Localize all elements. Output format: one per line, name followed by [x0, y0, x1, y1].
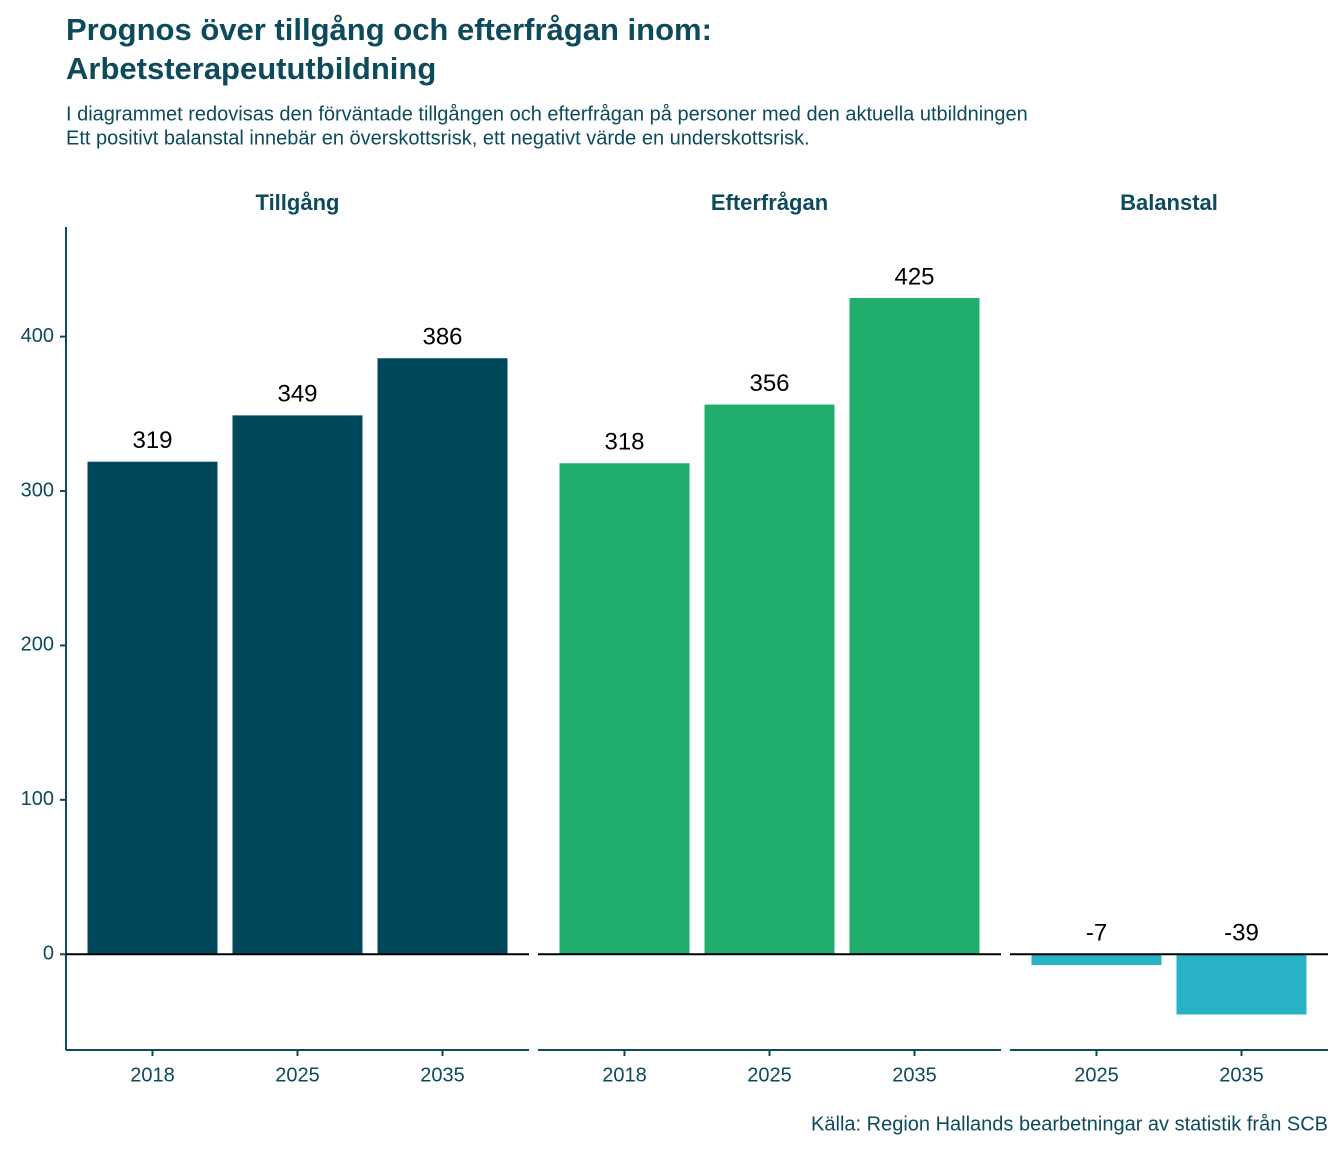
y-tick-label: 100: [21, 788, 54, 810]
x-tick-label: 2025: [1074, 1064, 1119, 1086]
facet-title: Balanstal: [1120, 190, 1218, 215]
x-tick-label: 2018: [130, 1064, 175, 1086]
bar: [1031, 954, 1162, 966]
y-tick-label: 400: [21, 325, 54, 347]
value-label: 319: [132, 427, 172, 454]
y-tick-label: 300: [21, 479, 54, 501]
y-tick-label: 0: [43, 943, 54, 965]
chart-title: Arbetsterapeututbildning: [66, 51, 436, 86]
x-tick-label: 2035: [892, 1064, 937, 1086]
value-label: -7: [1086, 920, 1107, 947]
x-tick-label: 2025: [275, 1064, 320, 1086]
value-label: 318: [604, 429, 644, 456]
caption: Källa: Region Hallands bearbetningar av …: [811, 1113, 1328, 1135]
y-tick-label: 200: [21, 634, 54, 656]
value-label: 349: [277, 381, 317, 408]
value-label: 386: [422, 324, 462, 351]
bar: [849, 298, 980, 955]
facet-title: Tillgång: [256, 190, 340, 215]
bar: [1176, 954, 1307, 1015]
bar: [377, 358, 508, 955]
value-label: -39: [1224, 920, 1259, 947]
bar: [559, 463, 690, 955]
chart-title: Prognos över tillgång och efterfrågan in…: [66, 12, 712, 47]
value-label: 425: [894, 263, 934, 290]
subtitle: Ett positivt balanstal innebär en översk…: [66, 127, 810, 149]
x-tick-label: 2025: [747, 1064, 792, 1086]
x-tick-label: 2035: [420, 1064, 465, 1086]
x-tick-label: 2035: [1219, 1064, 1264, 1086]
value-label: 356: [749, 370, 789, 397]
bar: [704, 404, 835, 955]
bar: [232, 415, 363, 955]
x-tick-label: 2018: [602, 1064, 647, 1086]
bar: [87, 461, 218, 955]
facet-title: Efterfrågan: [711, 190, 828, 215]
subtitle: I diagrammet redovisas den förväntade ti…: [66, 103, 1028, 125]
